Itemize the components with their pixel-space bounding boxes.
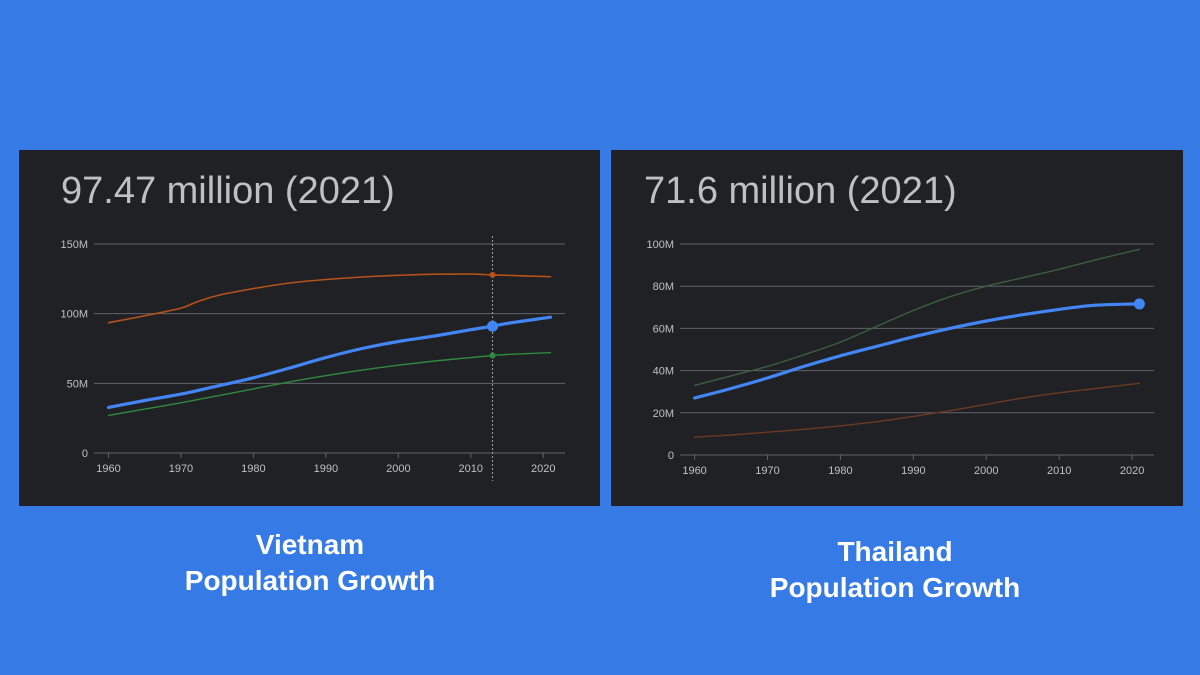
vietnam-x-tick-label: 2020 bbox=[531, 463, 555, 475]
vietnam-caption: Vietnam Population Growth bbox=[160, 527, 460, 599]
thailand-x-tick-label: 1980 bbox=[828, 465, 852, 477]
vietnam-series-marker-2 bbox=[487, 320, 499, 332]
vietnam-series-line-0 bbox=[107, 273, 552, 324]
vietnam-series-line-1 bbox=[107, 352, 552, 417]
vietnam-y-tick-label: 100M bbox=[60, 309, 88, 321]
vietnam-x-tick-label: 2010 bbox=[459, 463, 483, 475]
vietnam-caption-country: Vietnam bbox=[255, 529, 365, 560]
vietnam-y-tick-label: 150M bbox=[60, 239, 88, 251]
vietnam-x-tick-label: 2000 bbox=[386, 463, 410, 475]
thailand-series-line-0 bbox=[693, 248, 1141, 387]
thailand-x-tick-label: 2010 bbox=[1047, 465, 1071, 477]
vietnam-y-tick-label: 50M bbox=[67, 378, 88, 390]
vietnam-x-tick-label: 1970 bbox=[169, 463, 193, 475]
thailand-caption: Thailand Population Growth bbox=[745, 534, 1045, 606]
vietnam-population-chart[interactable]: 0 50M 100M 150M 1960 1970 1980 1990 2000 2010 2020 bbox=[19, 150, 600, 506]
thailand-series-marker-2 bbox=[1133, 298, 1145, 310]
vietnam-caption-subtitle: Population Growth bbox=[184, 565, 436, 596]
vietnam-x-tick-label: 1960 bbox=[96, 463, 120, 475]
vietnam-series-marker-1 bbox=[489, 352, 496, 359]
vietnam-series-line-2 bbox=[106, 315, 553, 409]
thailand-population-chart[interactable]: 0 20M 40M 60M 80M 100M 1960 1970 1980 1990 2000 201… bbox=[611, 150, 1183, 506]
thailand-caption-country: Thailand bbox=[837, 536, 953, 567]
thailand-y-tick-label: 0 bbox=[668, 450, 674, 462]
thailand-x-tick-label: 2020 bbox=[1120, 465, 1144, 477]
thailand-y-tick-label: 40M bbox=[653, 366, 674, 378]
thailand-y-tick-label: 20M bbox=[653, 408, 674, 420]
thailand-x-tick-label: 1960 bbox=[682, 465, 706, 477]
thailand-x-tick-label: 1970 bbox=[755, 465, 779, 477]
thailand-x-tick-label: 1990 bbox=[901, 465, 925, 477]
thailand-y-tick-label: 100M bbox=[646, 239, 674, 251]
vietnam-population-headline: 97.47 million (2021) bbox=[61, 170, 395, 212]
thailand-series-line-2 bbox=[693, 302, 1141, 400]
thailand-x-tick-label: 2000 bbox=[974, 465, 998, 477]
thailand-chart-panel: 71.6 million (2021) 0 20M 40M 60M 80M 100M 196… bbox=[611, 150, 1183, 506]
thailand-caption-subtitle: Population Growth bbox=[769, 572, 1021, 603]
vietnam-x-tick-label: 1980 bbox=[241, 463, 265, 475]
vietnam-y-tick-label: 0 bbox=[82, 448, 88, 460]
vietnam-series-marker-0 bbox=[489, 271, 496, 278]
thailand-y-tick-label: 60M bbox=[653, 323, 674, 335]
vietnam-x-tick-label: 1990 bbox=[314, 463, 338, 475]
thailand-series-line-1 bbox=[693, 382, 1141, 438]
thailand-y-tick-label: 80M bbox=[653, 281, 674, 293]
thailand-population-headline: 71.6 million (2021) bbox=[644, 170, 957, 212]
vietnam-chart-panel: 97.47 million (2021) 0 50M 100M 150M 1960 197… bbox=[19, 150, 600, 506]
